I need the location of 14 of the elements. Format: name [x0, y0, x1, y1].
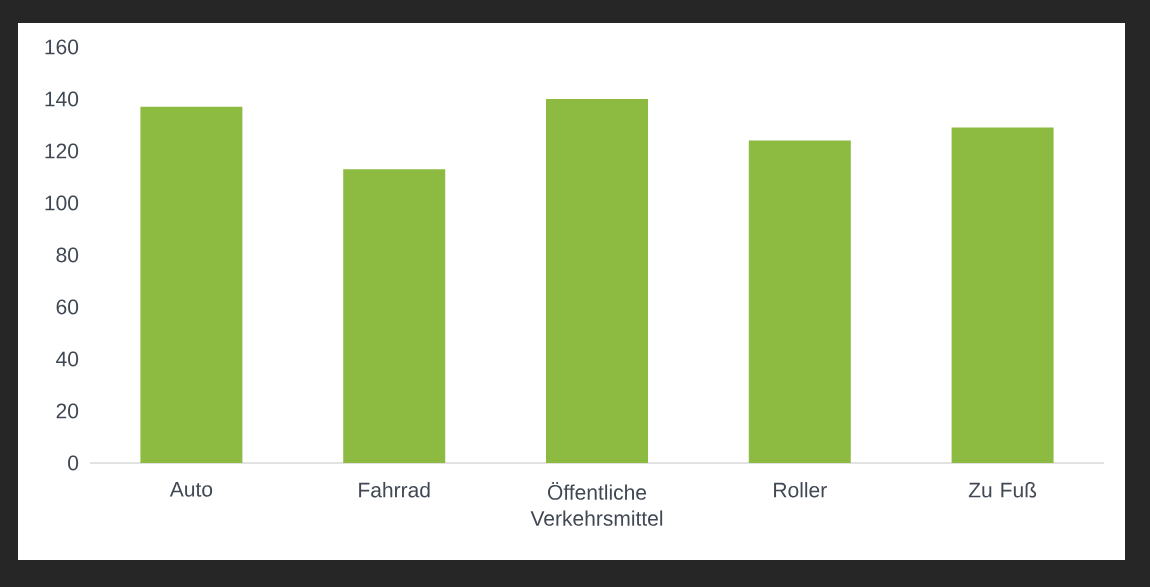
x-tick-label: Roller	[774, 482, 827, 498]
y-tick-label: 60	[56, 299, 79, 315]
y-tick-label: 20	[56, 403, 79, 419]
y-tick-label: 0	[68, 455, 79, 471]
x-tick-label: Fahrrad	[359, 482, 430, 498]
y-tick-label: 80	[56, 247, 79, 263]
y-tick-label: 100	[45, 195, 79, 211]
y-tick-label: 160	[45, 39, 79, 55]
y-tick-label: 120	[45, 143, 79, 159]
x-tick-label: Öffentliche Verkehrsmittel	[530, 482, 663, 526]
x-tick-label: Auto	[169, 482, 213, 497]
y-tick-label: 140	[45, 91, 79, 107]
x-tick-label: Zu Fuß	[968, 482, 1037, 498]
y-tick-label: 40	[56, 351, 79, 367]
